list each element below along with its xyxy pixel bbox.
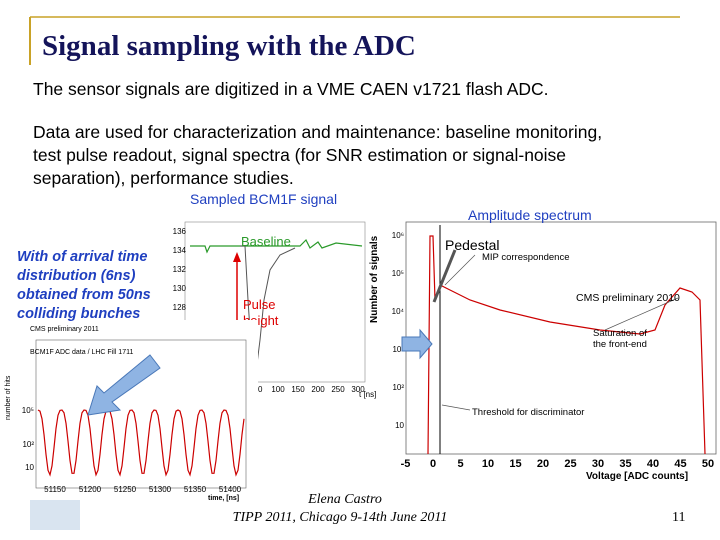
- saturation-pointer: [604, 297, 679, 331]
- x-tick-label: 45: [674, 458, 686, 470]
- y-tick-label: 130: [173, 284, 187, 293]
- x-tick-label: 51350: [184, 485, 207, 494]
- spectrum-curve: [427, 235, 706, 455]
- y-tick-label: 10⁵: [22, 406, 34, 415]
- x-tick-label: 100: [271, 385, 285, 394]
- x-tick-label: 200: [311, 385, 325, 394]
- footer-author: Elena Castro: [307, 492, 382, 507]
- x-tick-label: -5: [401, 458, 411, 470]
- x-tick-label: 50: [254, 385, 263, 394]
- y-axis-label: number of hits: [5, 375, 12, 420]
- logo: [30, 500, 80, 530]
- x-tick-label: 10: [482, 458, 494, 470]
- x-axis-label: t [ns]: [359, 390, 376, 399]
- page-number: 11: [672, 510, 685, 525]
- y-tick-label: 10³: [392, 345, 404, 354]
- baseline-label: Baseline: [241, 234, 291, 249]
- caption: Sampled BCM1F signal: [190, 191, 337, 207]
- x-tick-label: 51300: [149, 485, 172, 494]
- y-tick-label: 136: [173, 227, 187, 236]
- y-axis-label: Number of signals: [369, 235, 380, 323]
- spectrum-frame: [405, 221, 717, 455]
- mip-label: MIP correspondence: [482, 252, 570, 263]
- waveform-plot: ​ Baseline Pulse height t [ns] 050100150…: [173, 221, 376, 399]
- note-text: colliding bunches: [17, 306, 140, 322]
- histogram-plot: CMS preliminary 2011 BCM1F ADC data / LH…: [0, 320, 258, 502]
- x-tick-label: 150: [291, 385, 305, 394]
- x-tick-label: 51200: [79, 485, 102, 494]
- baseline-trace: [190, 238, 363, 254]
- x-tick-label: 30: [592, 458, 604, 470]
- y-tick-label: 10⁶: [392, 231, 404, 240]
- x-tick-label: 250: [331, 385, 345, 394]
- prelim-label: CMS preliminary 2011: [30, 326, 99, 333]
- y-tick-label: 10⁴: [392, 307, 405, 316]
- x-axis-label: Voltage [ADC counts]: [586, 471, 688, 482]
- y-tick-label: 134: [173, 246, 187, 255]
- x-tick-label: 20: [537, 458, 549, 470]
- x-tick-label: 25: [564, 458, 576, 470]
- x-tick-label: 0: [430, 458, 436, 470]
- spectrum-plot: Pedestal MIP correspondence CMS prelimin…: [369, 221, 717, 482]
- note-text: obtained from 50ns: [17, 287, 151, 303]
- x-axis-label: time, [ns]: [208, 495, 239, 502]
- y-tick-label: 128: [173, 303, 187, 312]
- x-tick-label: 51250: [114, 485, 137, 494]
- note-text: distribution (6ns): [17, 268, 136, 284]
- body-text: separation), performance studies.: [33, 168, 294, 188]
- waveform-frame: [184, 221, 366, 383]
- left-arrow: [87, 354, 161, 416]
- x-tick-label: 50: [702, 458, 714, 470]
- y-tick-label: 132: [173, 265, 187, 274]
- x-tick-label: 5: [457, 458, 463, 470]
- pedestal-arrow: [432, 249, 457, 303]
- threshold-label: Threshold for discriminator: [472, 407, 584, 418]
- body-text: Data are used for characterization and m…: [33, 122, 602, 142]
- x-tick-label: 51400: [219, 485, 242, 494]
- note-text: With of arrival time: [17, 249, 147, 265]
- saturation-label: Saturation of: [593, 328, 647, 339]
- footer-event: TIPP 2011, Chicago 9-14th June 2011: [233, 510, 448, 525]
- y-tick-label: 10: [25, 463, 34, 472]
- y-tick-label: 10²: [392, 383, 404, 392]
- threshold-pointer: [441, 404, 471, 411]
- subtitle-label: BCM1F ADC data / LHC Fill 1711: [30, 349, 133, 356]
- histogram-frame: [35, 339, 247, 489]
- y-tick-label: 10: [395, 421, 404, 430]
- x-tick-label: 15: [509, 458, 521, 470]
- arrow-head: [233, 252, 241, 262]
- x-tick-label: 35: [619, 458, 631, 470]
- body-text: The sensor signals are digitized in a VM…: [33, 79, 549, 99]
- saturation-label: the front-end: [593, 339, 647, 350]
- right-arrow: [401, 328, 433, 360]
- pedestal-label: Pedestal: [445, 237, 499, 253]
- x-tick-label: 51150: [44, 485, 66, 494]
- slide-title: Signal sampling with the ADC: [42, 30, 416, 62]
- x-tick-label: 300: [351, 385, 365, 394]
- histogram-curve: [37, 409, 245, 477]
- caption: Amplitude spectrum: [468, 207, 592, 223]
- y-tick-label: 10⁵: [392, 269, 404, 278]
- prelim-label: CMS preliminary 2010: [576, 292, 680, 304]
- body-text: test pulse readout, signal spectra (for …: [33, 145, 566, 165]
- y-tick-label: 10²: [22, 440, 34, 449]
- mip-pointer: [444, 254, 476, 286]
- pulse-label: Pulse: [243, 297, 276, 312]
- x-tick-label: 40: [647, 458, 659, 470]
